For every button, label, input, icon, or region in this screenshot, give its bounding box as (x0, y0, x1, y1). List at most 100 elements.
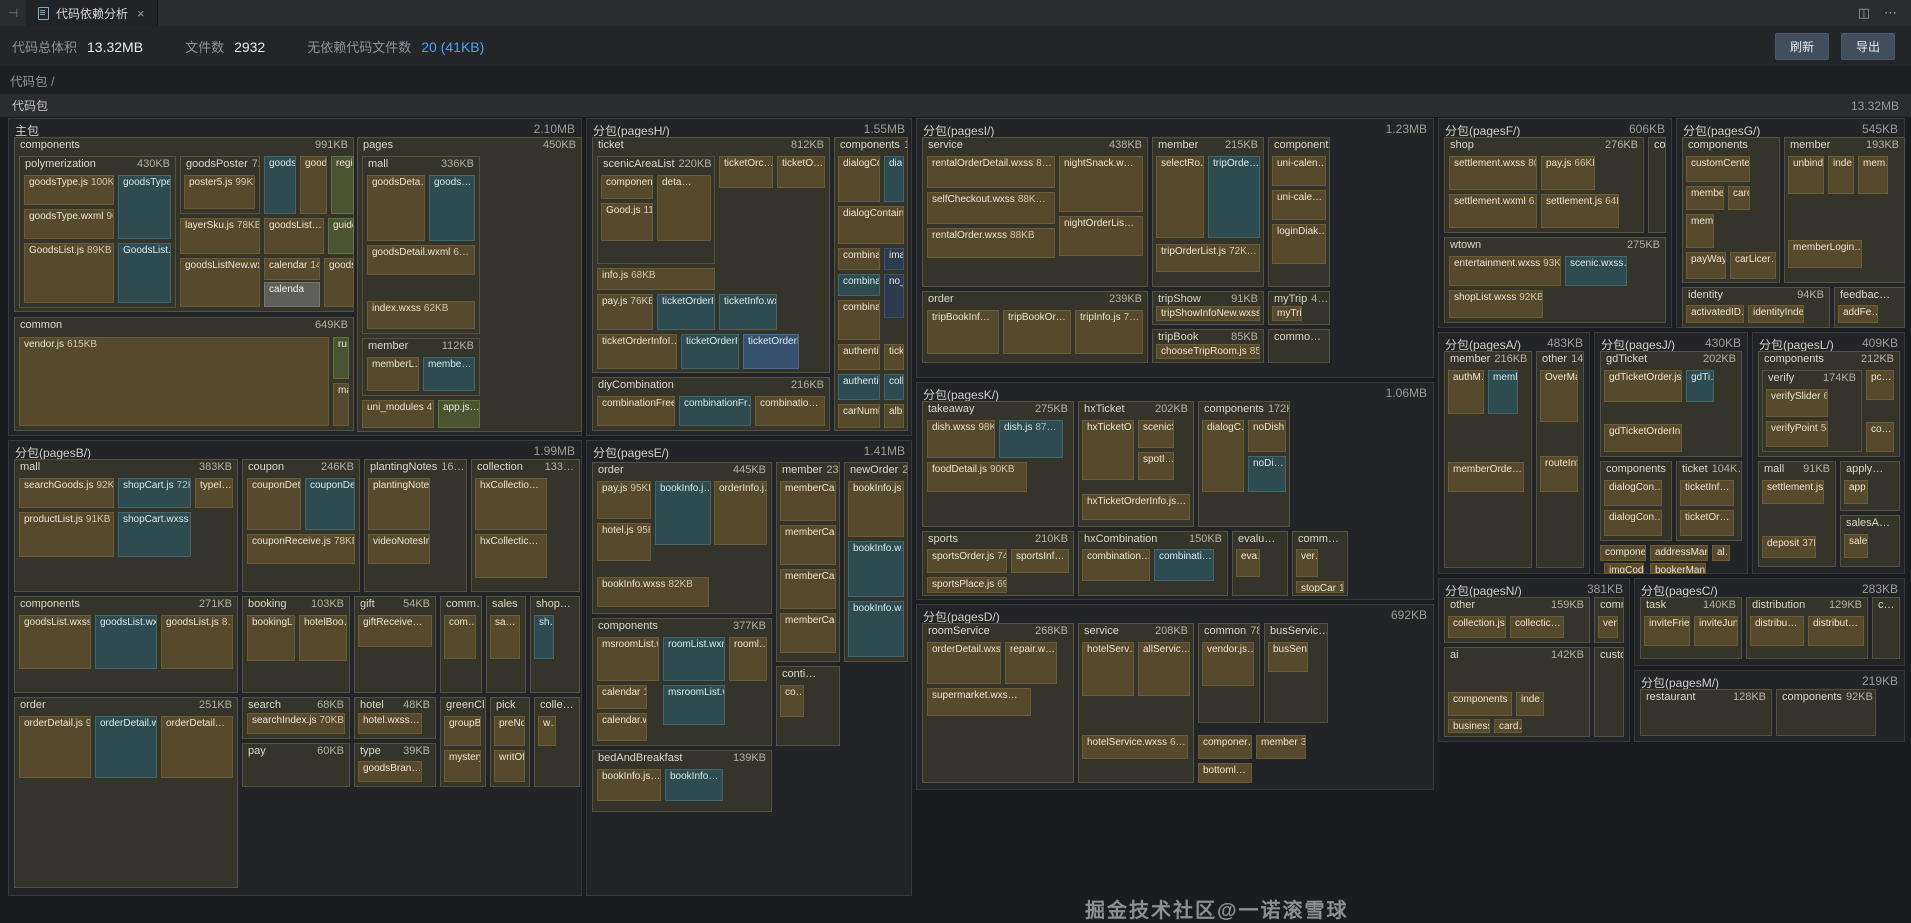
treemap-leaf-customCenter[interactable]: customCenter17… (1686, 156, 1750, 182)
treemap-leaf-orderDetail.wxss…[interactable]: orderDetail.wxss… (927, 642, 1001, 684)
treemap-leaf-member[interactable]: member37… (1256, 735, 1306, 759)
treemap-leaf-loginDiak…[interactable]: loginDiak… (1272, 224, 1326, 264)
treemap-root-header[interactable]: 代码包 13.32MB (0, 94, 1911, 117)
split-editor-icon[interactable]: ◫ (1857, 5, 1870, 20)
treemap-leaf-combinatio…[interactable]: combinatio… (755, 396, 825, 426)
treemap-leaf-dialogC…[interactable]: dialogC… (1202, 420, 1244, 492)
treemap-leaf-ticketOrc…[interactable]: ticketOrc… (719, 156, 773, 188)
treemap-leaf-uni_modules[interactable]: uni_modules47K… (362, 400, 434, 428)
treemap-leaf-orderDetail.js[interactable]: orderDetail.js9… (19, 716, 91, 778)
treemap-leaf-tripShowInfoNew.wxss…[interactable]: tripShowInfoNew.wxss… (1156, 306, 1260, 321)
treemap-leaf-uni-cale…[interactable]: uni-cale… (1272, 190, 1326, 220)
treemap-leaf-plantingNotes…[interactable]: plantingNotes… (368, 478, 430, 530)
treemap-leaf-gdTicketOrderIn…[interactable]: gdTicketOrderIn… (1604, 424, 1682, 452)
treemap-leaf-repair.w…[interactable]: repair.w… (1005, 642, 1057, 684)
treemap-leaf-al…[interactable]: al… (1712, 545, 1730, 561)
treemap-leaf-sportsOrder.js[interactable]: sportsOrder.js74KB (927, 549, 1007, 573)
treemap-leaf-bookInfo…[interactable]: bookInfo… (665, 769, 723, 801)
treemap-leaf-memberCard…[interactable]: memberCard… (780, 525, 836, 565)
treemap-leaf-co…[interactable]: co… (1866, 422, 1894, 452)
treemap-leaf-ticketInf…[interactable]: ticketInf… (1680, 480, 1734, 506)
treemap-leaf-goodsList…[interactable]: goodsList… (264, 218, 324, 254)
treemap-leaf-supermarket.wxs…[interactable]: supermarket.wxs… (927, 688, 1031, 716)
treemap-leaf-roomList.wxml…[interactable]: roomList.wxml… (663, 637, 725, 681)
treemap-leaf-foodDetail.js[interactable]: foodDetail.js 90KB (927, 462, 1027, 492)
treemap-leaf-tripBookOr…[interactable]: tripBookOr… (1003, 310, 1071, 354)
treemap-leaf-orderInfo.j…[interactable]: orderInfo.j… (714, 481, 767, 545)
treemap-leaf-goods…[interactable]: goods… (429, 175, 475, 241)
treemap-leaf-hotelBoo…[interactable]: hotelBoo… (299, 615, 347, 661)
treemap-leaf-goods…[interactable]: goods… (264, 156, 296, 214)
treemap-group-busServic…[interactable]: busServic… (1264, 623, 1328, 723)
treemap-leaf-inviteFrie…[interactable]: inviteFrie… (1644, 616, 1690, 646)
treemap-leaf-Good.js[interactable]: Good.js118KB (601, 203, 653, 241)
treemap-leaf-videoNotesInf…[interactable]: videoNotesInf… (368, 534, 430, 564)
treemap-leaf-carLicer…[interactable]: carLicer… (1730, 252, 1776, 279)
treemap-leaf-unbind…[interactable]: unbind… (1788, 156, 1824, 194)
treemap-leaf-dish.wxss[interactable]: dish.wxss98KB (927, 420, 995, 458)
treemap-group-restaurant[interactable]: restaurant 128KB (1640, 689, 1772, 736)
treemap-leaf-card…[interactable]: card… (1494, 719, 1522, 733)
treemap-leaf-memb…[interactable]: memb… (1686, 214, 1714, 248)
close-icon[interactable]: × (137, 5, 145, 21)
treemap-leaf-dialogContaine…[interactable]: dialogContaine… (838, 156, 880, 202)
treemap-leaf-combinati…[interactable]: combinati… (838, 274, 880, 296)
treemap-leaf-componer…[interactable]: componer… (1600, 545, 1646, 561)
treemap-leaf-bookInfo.wxss[interactable]: bookInfo.wxss 82KB (597, 577, 709, 607)
treemap-leaf-bookingL…[interactable]: bookingL… (247, 615, 295, 661)
treemap-leaf-combinati…[interactable]: combinati… (838, 300, 880, 340)
treemap-leaf-allServic…[interactable]: allServic… (1138, 642, 1190, 696)
treemap-leaf-combinati…[interactable]: combinati… (1154, 549, 1214, 581)
treemap-leaf-msroomList.wx…[interactable]: msroomList.wx… (663, 685, 725, 725)
treemap-leaf-goodsList.wxss…[interactable]: goodsList.wxss… (19, 615, 91, 669)
treemap-leaf-collectic…[interactable]: collectic… (1510, 616, 1564, 638)
treemap-leaf-searchGoods.js[interactable]: searchGoods.js92KB (19, 478, 114, 508)
treemap-leaf-shopList.wxss[interactable]: shopList.wxss 92KB (1449, 290, 1543, 318)
treemap-leaf-addressMana…[interactable]: addressMana… (1650, 545, 1708, 561)
treemap-leaf-ticketOrderIr…[interactable]: ticketOrderIr… (743, 334, 799, 369)
treemap-leaf-spotI…[interactable]: spotI… (1138, 452, 1174, 480)
treemap-leaf-tripOrderList.js[interactable]: tripOrderList.js 72K… (1156, 244, 1260, 272)
treemap-leaf-settlement.js[interactable]: settlement.js5… (1762, 480, 1824, 504)
treemap-leaf-pay.js[interactable]: pay.js76KB (597, 294, 653, 330)
treemap-leaf-hotelServ…[interactable]: hotelServ… (1082, 642, 1134, 696)
treemap-leaf-membe…[interactable]: membe… (423, 357, 475, 391)
treemap-leaf-noDish…[interactable]: noDish… (1248, 420, 1286, 452)
treemap-leaf-memberL…[interactable]: memberL… (367, 357, 419, 391)
treemap-leaf-goodsListNew.wx…[interactable]: goodsListNew.wx… (180, 258, 260, 307)
treemap-leaf-pc…[interactable]: pc… (1866, 370, 1894, 400)
treemap-leaf-vendor.js…[interactable]: vendor.js… (1202, 642, 1254, 686)
treemap-leaf-shopCart.wxss[interactable]: shopCart.wxss7… (118, 512, 191, 557)
treemap-leaf-index.wxss[interactable]: index.wxss 62KB (367, 301, 475, 329)
treemap-leaf-bottoml…[interactable]: bottoml… (1198, 763, 1252, 783)
treemap-leaf-distribu…[interactable]: distribu… (1750, 616, 1804, 646)
treemap-leaf-activatedID.js…[interactable]: activatedID.js… (1686, 305, 1744, 323)
treemap-leaf-componer…[interactable]: componer… (1198, 735, 1252, 759)
treemap-leaf-dialogContaine…[interactable]: dialogContaine… (838, 206, 904, 244)
treemap-leaf-hotel.js[interactable]: hotel.js95KB (597, 523, 651, 561)
treemap-leaf-memberLogin…[interactable]: memberLogin… (1788, 240, 1862, 268)
export-button[interactable]: 导出 (1840, 32, 1895, 60)
treemap-leaf-ticketOrderInf…[interactable]: ticketOrderInf… (657, 294, 715, 330)
treemap-leaf-hxTicketO…[interactable]: hxTicketO… (1082, 420, 1134, 480)
treemap-leaf-combinationFr…[interactable]: combinationFr… (679, 396, 751, 426)
treemap-leaf-hotel.wxss…[interactable]: hotel.wxss… (358, 713, 422, 734)
treemap-leaf-goods…[interactable]: goods… (300, 156, 327, 214)
treemap-leaf-calendar[interactable]: calendar14… (264, 258, 320, 280)
treemap-leaf-couponDet…[interactable]: couponDet… (247, 478, 301, 530)
treemap-leaf-colle…[interactable]: colle… (884, 374, 904, 400)
treemap-leaf-rentalOrder.wxss[interactable]: rentalOrder.wxss 88KB (927, 228, 1055, 258)
treemap-leaf-mystery…[interactable]: mystery… (444, 750, 481, 782)
treemap-leaf-components[interactable]: components62KB (601, 175, 653, 199)
treemap-leaf-calendar[interactable]: calendar13KB (597, 685, 647, 709)
treemap-leaf-combinationFree…[interactable]: combinationFree… (597, 396, 675, 426)
treemap-leaf-authM…[interactable]: authM… (1448, 370, 1484, 414)
treemap-leaf-bookInfo.j…[interactable]: bookInfo.j… (655, 481, 711, 545)
treemap-leaf-rentalOrderDetail.wxss[interactable]: rentalOrderDetail.wxss 8… (927, 156, 1055, 188)
treemap-leaf-deposit[interactable]: deposit37KB (1762, 536, 1816, 558)
treemap-leaf-app…[interactable]: app… (1844, 480, 1868, 504)
treemap-leaf-scenic.wxss…[interactable]: scenic.wxss… (1565, 256, 1627, 286)
treemap-leaf-giftReceive…[interactable]: giftReceive… (358, 615, 432, 647)
treemap-leaf-hxTicketOrderInfo.js…[interactable]: hxTicketOrderInfo.js… (1082, 494, 1190, 520)
